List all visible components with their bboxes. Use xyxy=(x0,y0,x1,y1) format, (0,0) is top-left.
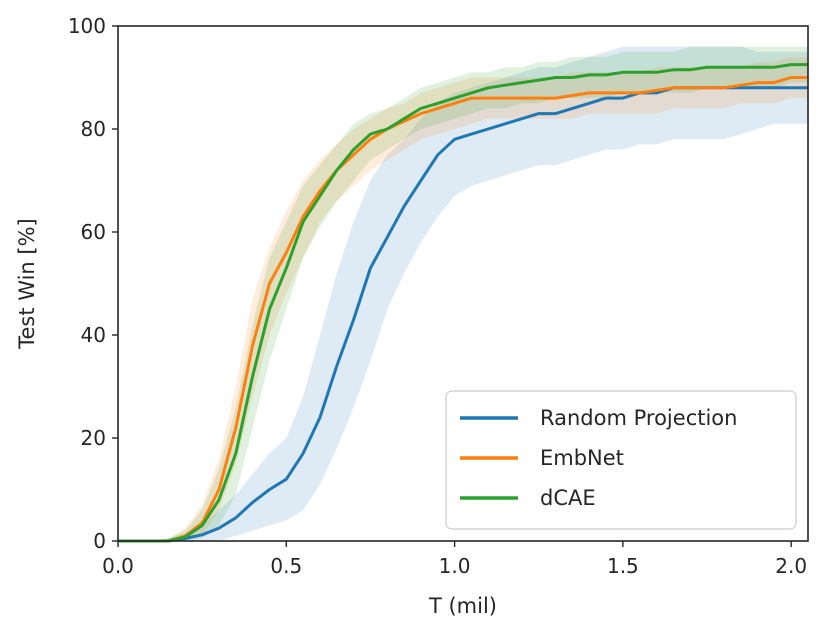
legend-box xyxy=(445,390,797,530)
legend: Random Projection EmbNet dCAE xyxy=(445,390,797,530)
plot-frame xyxy=(117,25,809,542)
y-axis-ticks: 0 20 40 60 80 100 xyxy=(68,14,118,553)
x-tick-label: 1.5 xyxy=(607,554,639,578)
x-tick-label: 1.0 xyxy=(439,554,471,578)
x-tick-label: 0.0 xyxy=(102,554,134,578)
x-tick-label: 2.0 xyxy=(775,554,807,578)
band-embnet xyxy=(118,56,808,542)
band-random-projection xyxy=(118,46,808,541)
y-axis-label: Test Win [%] xyxy=(15,218,39,350)
y-tick-label: 100 xyxy=(68,14,106,38)
y-tick-label: 0 xyxy=(93,529,106,553)
y-tick-label: 80 xyxy=(81,117,106,141)
legend-entry-label: Random Projection xyxy=(540,406,737,430)
x-axis-ticks: 0.0 0.5 1.0 1.5 2.0 xyxy=(102,541,807,578)
y-tick-label: 20 xyxy=(81,426,106,450)
y-tick-label: 40 xyxy=(81,323,106,347)
legend-entry-label: EmbNet xyxy=(540,446,624,470)
confidence-bands xyxy=(118,46,808,542)
x-axis-label: T (mil) xyxy=(428,594,497,618)
legend-entry-label: dCAE xyxy=(540,486,596,510)
y-tick-label: 60 xyxy=(81,220,106,244)
line-embnet xyxy=(118,76,808,543)
x-tick-label: 0.5 xyxy=(270,554,302,578)
line-dcae xyxy=(118,63,808,543)
series-lines xyxy=(118,63,808,543)
